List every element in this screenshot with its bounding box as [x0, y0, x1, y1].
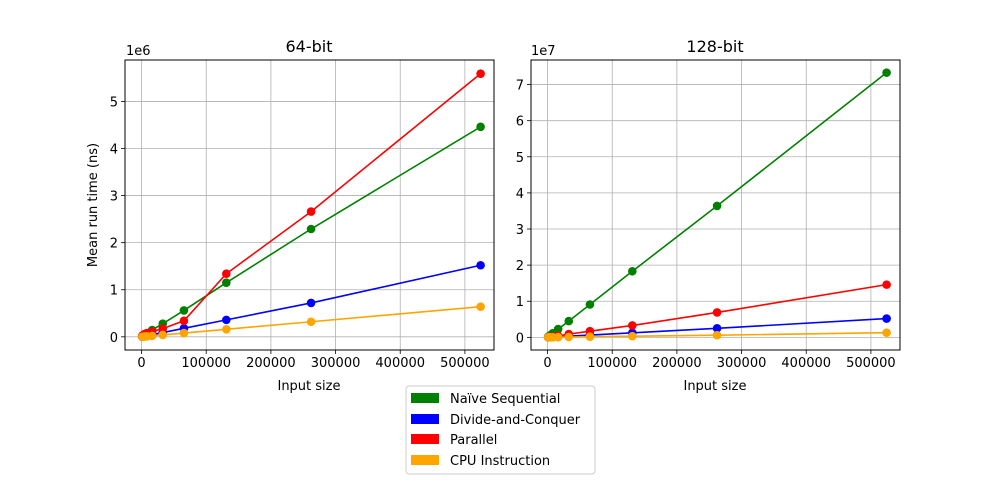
x-tick-label-64-bit-2: 200000 — [246, 356, 296, 371]
y-axis-label-64-bit: Mean run time (ns) — [86, 143, 101, 267]
y-tick-label-128-bit-0: 0 — [516, 331, 524, 346]
data-point-parallel-128-bit-9 — [882, 280, 891, 289]
y-tick-label-128-bit-5: 5 — [516, 151, 524, 166]
data-point-naive-sequential-128-bit-8 — [712, 201, 722, 211]
data-point-naive-sequential-128-bit-6 — [585, 300, 595, 309]
x-tick-label-128-bit-5: 500000 — [846, 356, 896, 371]
panel-128-bit: 128-bit 1e7 Input size 0 100000 200000 3000… — [516, 37, 901, 394]
data-point-cpu-instruction-64-bit-4 — [147, 331, 157, 341]
legend-label-cpu-instruction: CPU Instruction — [450, 454, 550, 469]
data-point-cpu-instruction-128-bit-4 — [553, 332, 563, 342]
y-tick-label-128-bit-6: 6 — [516, 115, 524, 130]
data-point-naive-sequential-64-bit-8 — [306, 224, 316, 234]
x-axis-label-128-bit: Input size — [683, 379, 746, 394]
data-point-cpu-instruction-128-bit-9 — [882, 328, 891, 337]
data-point-naive-sequential-128-bit-9 — [882, 68, 891, 77]
data-point-cpu-instruction-128-bit-5 — [564, 332, 574, 342]
legend-swatch-divide-and-conquer — [411, 414, 439, 424]
data-point-cpu-instruction-128-bit-7 — [628, 331, 637, 341]
y-tick-label-64-bit-0: 0 — [110, 331, 118, 346]
chart-title-128-bit: 128-bit — [686, 37, 743, 56]
y-tick-label-128-bit-4: 4 — [516, 187, 524, 202]
data-point-divide-and-conquer-64-bit-7 — [222, 315, 231, 325]
data-point-parallel-64-bit-6 — [179, 316, 189, 326]
x-tick-label-128-bit-2: 200000 — [652, 356, 702, 371]
y-tick-label-64-bit-4: 4 — [110, 143, 118, 158]
data-point-parallel-64-bit-5 — [158, 324, 168, 333]
data-point-parallel-128-bit-8 — [712, 308, 722, 317]
series-cpu-instruction-128-bit — [543, 328, 891, 342]
data-point-cpu-instruction-64-bit-8 — [306, 317, 316, 327]
plot-frame-64-bit — [124, 59, 495, 351]
x-tick-label-64-bit-1: 100000 — [181, 356, 231, 371]
legend-label-parallel: Parallel — [450, 433, 497, 448]
data-point-naive-sequential-128-bit-5 — [564, 316, 574, 326]
grid-64-bit — [125, 60, 494, 350]
data-point-naive-sequential-64-bit-7 — [222, 278, 231, 287]
grid-128-bit — [531, 60, 900, 350]
x-tick-label-64-bit-4: 400000 — [375, 356, 425, 371]
series-cpu-instruction-64-bit — [137, 302, 485, 342]
y-tick-label-128-bit-7: 7 — [516, 79, 524, 94]
x-tick-label-64-bit-3: 300000 — [311, 356, 361, 371]
data-point-divide-and-conquer-64-bit-8 — [306, 298, 316, 308]
plot-frame-128-bit — [530, 59, 901, 351]
data-point-cpu-instruction-128-bit-6 — [585, 332, 595, 341]
data-point-parallel-64-bit-7 — [222, 269, 231, 279]
ticks-128-bit: 0 100000 200000 300000 400000 500000 0 1 2 3 4 5 6 7 — [516, 79, 896, 371]
y-offset-label-128-bit: 1e7 — [531, 44, 556, 59]
legend-swatch-cpu-instruction — [411, 455, 439, 465]
data-point-cpu-instruction-64-bit-7 — [222, 324, 231, 334]
data-point-cpu-instruction-64-bit-9 — [476, 302, 485, 311]
data-point-divide-and-conquer-64-bit-9 — [476, 260, 485, 270]
y-tick-label-64-bit-3: 3 — [110, 190, 118, 205]
x-tick-label-128-bit-3: 300000 — [717, 356, 767, 371]
legend-label-divide-and-conquer: Divide-and-Conquer — [450, 413, 581, 428]
data-point-parallel-64-bit-9 — [476, 69, 485, 78]
legend-label-naive-sequential: Naïve Sequential — [450, 392, 560, 407]
y-tick-label-128-bit-1: 1 — [516, 295, 524, 310]
y-tick-label-64-bit-5: 5 — [110, 95, 118, 110]
series-layer-64-bit — [137, 69, 485, 342]
legend-box — [405, 385, 596, 475]
data-point-parallel-64-bit-8 — [306, 207, 316, 216]
x-tick-label-128-bit-0: 0 — [543, 356, 551, 371]
legend-swatch-naive-sequential — [411, 393, 439, 403]
data-point-cpu-instruction-64-bit-5 — [158, 330, 168, 340]
data-point-naive-sequential-128-bit-4 — [553, 324, 563, 334]
x-tick-label-128-bit-4: 400000 — [781, 356, 831, 371]
x-tick-label-128-bit-1: 100000 — [587, 356, 637, 371]
data-point-divide-and-conquer-128-bit-8 — [712, 324, 722, 333]
data-point-cpu-instruction-64-bit-6 — [179, 328, 189, 338]
y-tick-label-64-bit-2: 2 — [110, 237, 118, 252]
y-offset-label-64-bit: 1e6 — [126, 44, 151, 59]
x-axis-label-64-bit: Input size — [277, 379, 340, 394]
data-point-cpu-instruction-128-bit-8 — [712, 330, 722, 340]
data-point-parallel-128-bit-7 — [628, 321, 637, 330]
series-layer-128-bit — [543, 68, 891, 342]
y-tick-label-64-bit-1: 1 — [110, 284, 118, 299]
data-point-naive-sequential-128-bit-7 — [628, 266, 637, 276]
y-tick-label-128-bit-2: 2 — [516, 259, 524, 274]
y-tick-label-128-bit-3: 3 — [516, 223, 524, 238]
data-point-naive-sequential-64-bit-9 — [476, 122, 485, 132]
data-point-divide-and-conquer-128-bit-9 — [882, 314, 891, 323]
data-point-naive-sequential-64-bit-6 — [179, 306, 189, 315]
legend-swatch-parallel — [411, 434, 439, 444]
panel-64-bit: 64-bit 1e6 Input size Mean run time (ns)… — [86, 37, 495, 394]
ticks-64-bit: 0 100000 200000 300000 400000 500000 0 1 2 3 4 5 — [110, 95, 490, 371]
chart-title-64-bit: 64-bit — [285, 37, 332, 56]
x-tick-label-64-bit-0: 0 — [137, 356, 145, 371]
x-tick-label-64-bit-5: 500000 — [440, 356, 490, 371]
legend: Naïve Sequential Divide-and-Conquer Para… — [405, 385, 596, 475]
